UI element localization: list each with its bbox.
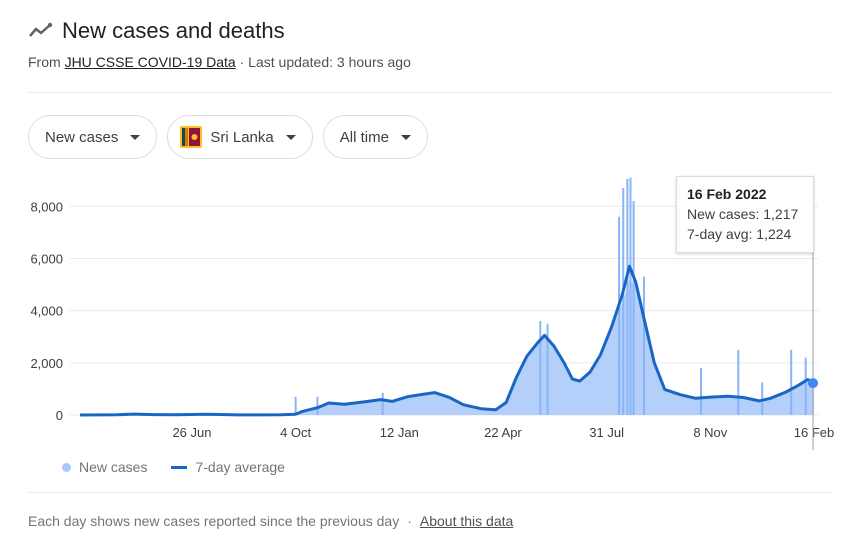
source-link[interactable]: JHU CSSE COVID-19 Data: [64, 54, 236, 70]
chevron-down-icon: [400, 134, 411, 140]
metric-dropdown[interactable]: New cases: [28, 115, 158, 159]
hover-point: [808, 378, 818, 389]
trend-icon: [29, 22, 53, 37]
seven-day-average-line: [79, 264, 815, 417]
chevron-down-icon: [285, 134, 296, 140]
sri-lanka-flag-icon: [180, 126, 203, 148]
legend-new-cases: New cases: [79, 459, 148, 475]
chart-header: New cases and deaths From JHU CSSE COVID…: [28, 16, 830, 70]
chart-tooltip: 16 Feb 2022 New cases: 1,217 7-day avg: …: [676, 176, 814, 253]
x-tick-label: 31 Jul: [589, 425, 624, 440]
x-tick-label: 16 Feb: [794, 425, 834, 440]
footer-separator: ·: [407, 513, 412, 529]
x-tick-label: 8 Nov: [693, 425, 727, 440]
tooltip-date: 16 Feb 2022: [687, 186, 767, 202]
page-title: New cases and deaths: [62, 18, 285, 43]
source-line: From JHU CSSE COVID-19 Data · Last updat…: [28, 54, 830, 70]
legend-dot-icon: [62, 462, 71, 472]
x-tick-label: 12 Jan: [380, 425, 419, 440]
y-tick-label: 4,000: [30, 304, 63, 319]
tooltip-average: 7-day avg: 1,224: [687, 226, 792, 242]
location-dropdown[interactable]: Sri Lanka: [167, 115, 313, 159]
chart-legend: New cases 7-day average: [62, 459, 285, 475]
footer-note: Each day shows new cases reported since …: [28, 513, 400, 529]
tooltip-new-cases: New cases: 1,217: [687, 206, 799, 222]
x-tick-label: 26 Jun: [172, 425, 211, 440]
y-tick-label: 6,000: [30, 251, 63, 266]
cases-chart[interactable]: 0 2,000 4,000 6,000 8,000 26 Jun 4 Oct 12 Jan 22…: [0, 0, 850, 460]
x-tick-label: 4 Oct: [280, 425, 311, 440]
filter-bar: New cases Sri Lanka All time: [28, 115, 428, 159]
about-data-link[interactable]: About this data: [419, 513, 514, 529]
metric-label: New cases: [45, 128, 119, 146]
legend-average: 7-day average: [195, 459, 285, 475]
title-row: New cases and deaths: [28, 16, 830, 46]
source-prefix: From: [28, 54, 65, 70]
y-tick-label: 0: [56, 408, 63, 423]
range-dropdown[interactable]: All time: [322, 115, 428, 159]
y-tick-label: 8,000: [30, 199, 63, 214]
x-tick-label: 22 Apr: [484, 425, 522, 440]
footer: Each day shows new cases reported since …: [28, 513, 513, 529]
last-updated: · Last updated: 3 hours ago: [235, 54, 411, 70]
new-cases-area: [80, 279, 814, 415]
location-label: Sri Lanka: [210, 128, 274, 146]
y-tick-label: 2,000: [30, 356, 63, 371]
range-label: All time: [339, 128, 389, 146]
chevron-down-icon: [130, 134, 141, 140]
top-divider: [28, 92, 832, 93]
legend-line-icon: [171, 465, 188, 469]
bottom-divider: [28, 492, 832, 493]
